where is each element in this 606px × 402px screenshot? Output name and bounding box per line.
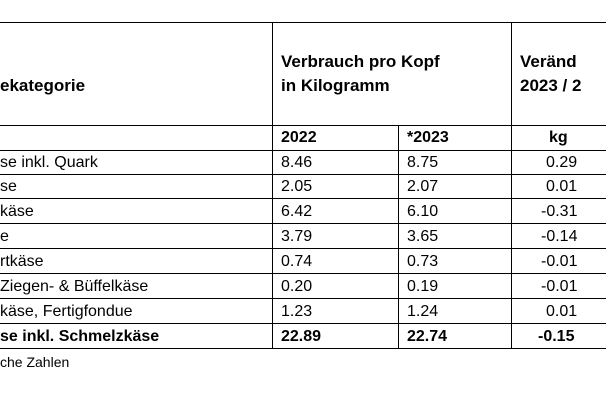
table-top-border <box>0 22 606 23</box>
row-divider-2 <box>0 198 606 199</box>
total-change: -0.15 <box>538 328 575 345</box>
row-change: 0.29 <box>546 154 578 171</box>
change-header-line1: Veränd <box>520 52 577 71</box>
year-2023-header: *2023 <box>407 129 449 146</box>
row-2023: 2.07 <box>407 178 439 195</box>
row-name: se inkl. Quark <box>0 154 98 171</box>
row-name: rtkäse <box>0 253 44 270</box>
row-2023: 8.75 <box>407 154 439 171</box>
row-divider-5 <box>0 273 606 274</box>
row-2022: 6.42 <box>281 203 313 220</box>
change-header-line2: 2023 / 2 <box>520 76 582 95</box>
col-divider-2 <box>398 125 399 348</box>
row-2023: 1.24 <box>407 303 439 320</box>
row-2022: 8.46 <box>281 154 313 171</box>
row-name: käse <box>0 203 34 220</box>
row-change: 0.01 <box>546 303 578 320</box>
row-change: 0.01 <box>546 178 578 195</box>
row-divider-7 <box>0 323 606 324</box>
col-divider-1 <box>272 22 273 348</box>
subheader-divider <box>0 150 606 151</box>
col-divider-3 <box>511 22 512 348</box>
consumption-header-line2: in Kilogramm <box>281 76 390 95</box>
unit-header: kg <box>549 129 568 146</box>
row-divider-1 <box>0 174 606 175</box>
row-name: e <box>0 228 9 245</box>
row-2023: 0.19 <box>407 278 439 295</box>
row-divider-3 <box>0 223 606 224</box>
row-2022: 0.20 <box>281 278 313 295</box>
row-name: se <box>0 178 17 195</box>
row-2022: 0.74 <box>281 253 313 270</box>
row-change: -0.14 <box>541 228 578 245</box>
total-name: se inkl. Schmelzkäse <box>0 328 160 345</box>
row-name: käse, Fertigfondue <box>0 303 133 320</box>
row-2023: 0.73 <box>407 253 439 270</box>
consumption-header-line1: Verbrauch pro Kopf <box>281 52 440 71</box>
total-2022: 22.89 <box>281 328 322 345</box>
row-change: -0.01 <box>541 253 578 270</box>
row-2023: 6.10 <box>407 203 439 220</box>
category-header: ekategorie <box>0 76 86 95</box>
row-change: -0.31 <box>541 203 578 220</box>
row-divider-6 <box>0 298 606 299</box>
header-divider <box>0 125 606 126</box>
row-2023: 3.65 <box>407 228 439 245</box>
footnote: che Zahlen <box>0 354 70 370</box>
row-name: Ziegen- & Büffelkäse <box>0 278 149 295</box>
row-2022: 2.05 <box>281 178 313 195</box>
total-2023: 22.74 <box>407 328 448 345</box>
year-2022-header: 2022 <box>281 129 317 146</box>
row-2022: 3.79 <box>281 228 313 245</box>
row-2022: 1.23 <box>281 303 313 320</box>
row-divider-8 <box>0 348 606 349</box>
row-divider-4 <box>0 248 606 249</box>
row-change: -0.01 <box>541 278 578 295</box>
